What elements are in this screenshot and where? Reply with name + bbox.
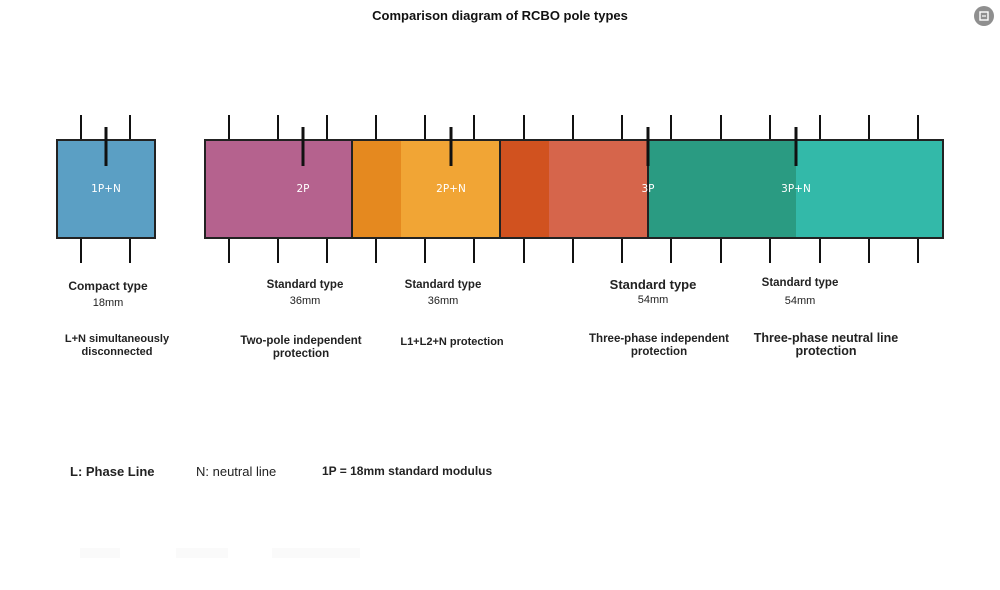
description-line: disconnected: [81, 346, 153, 358]
type-name: Compact type: [68, 279, 148, 293]
faint-artifact: [80, 548, 120, 558]
module-overlap-2p: [352, 140, 401, 238]
crop-glyph: [979, 11, 989, 21]
faint-artifact: [272, 548, 360, 558]
module-3p-n: [796, 140, 943, 238]
type-description: Three-phase neutral line protection: [740, 332, 912, 358]
type-description: L1+L2+N protection: [376, 336, 528, 349]
module-overlap-3p: [500, 140, 549, 238]
module-2p: [204, 139, 353, 239]
type-name: Standard type: [266, 279, 344, 291]
module-label: 1P+N: [91, 183, 121, 195]
description-line: L1+L2+N protection: [400, 336, 504, 348]
legend-phase-line: L: Phase Line: [70, 464, 155, 479]
type-size: 36mm: [427, 295, 459, 307]
screenshot-icon[interactable]: [974, 6, 994, 26]
module-label: 3P: [641, 183, 654, 195]
type-description: L+N simultaneously disconnected: [42, 333, 192, 359]
type-size: 54mm: [784, 295, 816, 307]
description-line: L+N simultaneously: [64, 333, 170, 345]
legend-neutral-line: N: neutral line: [196, 464, 277, 479]
bottom-terminals: [80, 238, 919, 263]
module-label: 2P+N: [436, 183, 466, 195]
type-name: Standard type: [761, 277, 839, 289]
description-line: Three-phase neutral line: [753, 331, 899, 345]
module-label: 3P+N: [781, 183, 811, 195]
module-label: 2P: [296, 183, 309, 195]
description-line: Two-pole independent: [240, 335, 362, 347]
type-size: 18mm: [92, 297, 124, 309]
description-line: protection: [630, 346, 688, 358]
description-line: protection: [795, 344, 857, 358]
legend-modulus: 1P = 18mm standard modulus: [322, 464, 493, 478]
type-size: 36mm: [289, 295, 321, 307]
type-name: Standard type: [404, 279, 482, 291]
module-overlap-3p-n: [648, 140, 796, 238]
diagram-title: Comparison diagram of RCBO pole types: [372, 8, 628, 23]
faint-artifact: [176, 548, 228, 558]
type-name: Standard type: [609, 277, 697, 292]
type-description: Two-pole independent protection: [220, 335, 382, 361]
description-line: Three-phase independent: [589, 333, 729, 345]
top-terminals: [80, 115, 919, 140]
breaker-handles: [104, 127, 798, 166]
type-size: 54mm: [637, 294, 669, 306]
type-description: Three-phase independent protection: [573, 333, 745, 359]
module-3p: [549, 140, 648, 238]
description-line: protection: [272, 348, 330, 360]
